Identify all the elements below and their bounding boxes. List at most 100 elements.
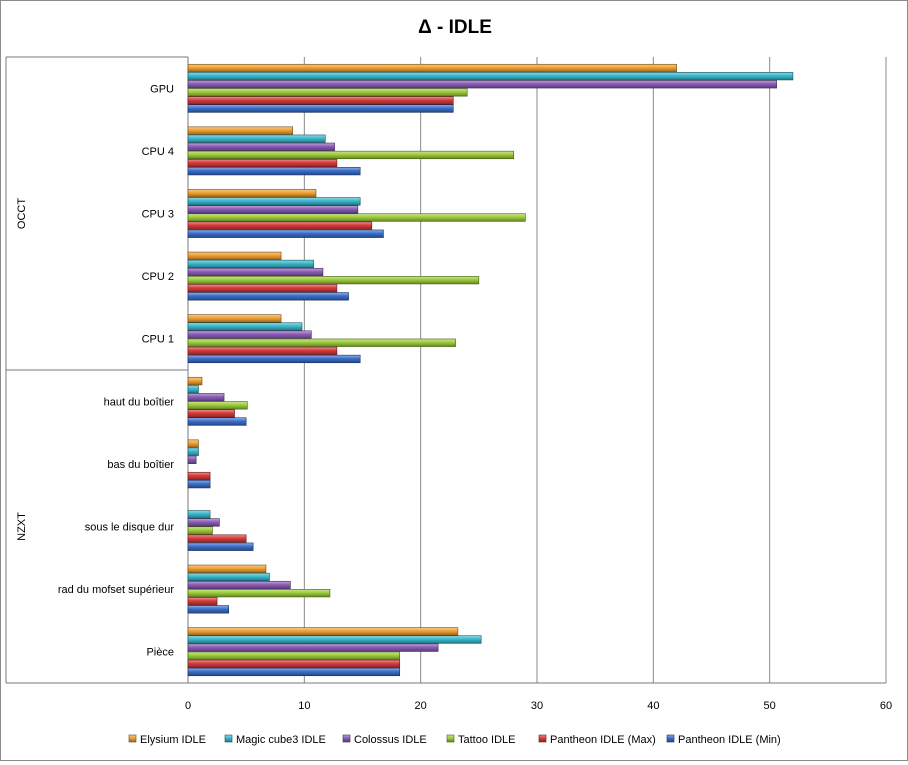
bar bbox=[187, 409, 235, 418]
bar bbox=[187, 167, 361, 176]
bar bbox=[187, 401, 248, 410]
legend-swatch bbox=[342, 734, 351, 743]
bar bbox=[187, 526, 213, 535]
bar bbox=[187, 417, 247, 426]
category-label: CPU 1 bbox=[142, 334, 174, 346]
category-label: haut du boîtier bbox=[104, 396, 175, 408]
bar bbox=[187, 510, 211, 519]
x-tick-label: 60 bbox=[880, 700, 892, 712]
x-tick-label: 40 bbox=[647, 700, 659, 712]
legend-label: Pantheon IDLE (Max) bbox=[550, 734, 656, 746]
bar bbox=[187, 292, 349, 301]
legend-swatch bbox=[224, 734, 233, 743]
bar bbox=[187, 267, 324, 277]
legend: Elysium IDLE Magic cube3 IDLE Colossus IDL… bbox=[128, 734, 781, 746]
category-label: Pièce bbox=[146, 647, 174, 659]
bar bbox=[187, 635, 482, 644]
bar bbox=[187, 142, 335, 151]
legend-item: Elysium IDLE bbox=[128, 734, 206, 746]
bar bbox=[187, 564, 267, 573]
bar bbox=[187, 80, 777, 89]
legend-label: Elysium IDLE bbox=[140, 734, 206, 746]
bar bbox=[187, 572, 270, 582]
bar bbox=[187, 651, 401, 660]
bar bbox=[187, 542, 254, 551]
bar bbox=[187, 126, 293, 135]
bar bbox=[187, 205, 359, 214]
bar bbox=[187, 354, 361, 364]
category-label: rad du mofset supérieur bbox=[58, 584, 175, 596]
bar bbox=[187, 643, 439, 652]
bar bbox=[187, 471, 211, 481]
bar bbox=[187, 213, 526, 222]
bar bbox=[187, 158, 338, 168]
bar bbox=[187, 580, 291, 590]
category-label: CPU 2 bbox=[142, 271, 174, 283]
bar bbox=[187, 150, 515, 160]
bar bbox=[187, 627, 459, 636]
bar bbox=[187, 597, 218, 606]
x-tick-label: 20 bbox=[415, 700, 427, 712]
bar bbox=[187, 314, 282, 323]
bar bbox=[187, 96, 454, 105]
bar bbox=[187, 393, 225, 402]
axis-labels: 0 10 20 30 40 50 60 OCCT GPU CPU 4 CPU 3 CPU 2 CPU 1… bbox=[16, 83, 892, 712]
bar bbox=[187, 189, 317, 198]
legend-swatch bbox=[538, 734, 547, 743]
bar bbox=[187, 72, 794, 81]
bar bbox=[187, 330, 312, 339]
bar bbox=[187, 385, 199, 394]
legend-label: Tattoo IDLE bbox=[458, 734, 515, 746]
legend-item: Pantheon IDLE (Min) bbox=[666, 734, 781, 746]
category-label: CPU 4 bbox=[142, 146, 174, 158]
x-tick-label: 50 bbox=[764, 700, 776, 712]
x-tick-label: 30 bbox=[531, 700, 543, 712]
legend-swatch bbox=[446, 734, 455, 743]
bar bbox=[187, 346, 338, 355]
bar bbox=[187, 229, 384, 238]
bar bbox=[187, 659, 401, 668]
legend-item: Magic cube3 IDLE bbox=[224, 734, 326, 746]
bars bbox=[187, 63, 794, 677]
bar bbox=[187, 534, 247, 543]
legend-item: Colossus IDLE bbox=[342, 734, 427, 746]
bar bbox=[187, 447, 199, 456]
bar bbox=[187, 251, 282, 260]
bar bbox=[187, 439, 199, 448]
category-label: sous le disque dur bbox=[85, 522, 175, 534]
group-label: OCCT bbox=[16, 198, 28, 229]
bar bbox=[187, 88, 468, 97]
bar bbox=[187, 518, 220, 527]
bar bbox=[187, 63, 677, 73]
legend-item: Tattoo IDLE bbox=[446, 734, 515, 746]
legend-item: Pantheon IDLE (Max) bbox=[538, 734, 656, 746]
category-label: CPU 3 bbox=[142, 209, 174, 221]
bar bbox=[187, 221, 373, 230]
legend-label: Magic cube3 IDLE bbox=[236, 734, 326, 746]
bar bbox=[187, 480, 211, 489]
legend-swatch bbox=[666, 734, 675, 743]
bar bbox=[187, 605, 230, 614]
bar bbox=[187, 259, 314, 269]
bar bbox=[187, 134, 326, 143]
bar bbox=[187, 104, 454, 113]
bar bbox=[187, 276, 480, 285]
chart-title: Δ - IDLE bbox=[418, 17, 492, 38]
bar bbox=[187, 589, 331, 598]
bar bbox=[187, 338, 456, 347]
x-tick-label: 10 bbox=[298, 700, 310, 712]
bar bbox=[187, 376, 203, 386]
bar bbox=[187, 284, 338, 293]
bar bbox=[187, 197, 361, 206]
bar bbox=[187, 667, 401, 677]
group-label: NZXT bbox=[16, 512, 28, 541]
legend-label: Colossus IDLE bbox=[354, 734, 427, 746]
legend-label: Pantheon IDLE (Min) bbox=[678, 734, 781, 746]
bar bbox=[187, 455, 197, 464]
category-label: bas du boîtier bbox=[107, 459, 174, 471]
x-tick-label: 0 bbox=[185, 700, 191, 712]
category-label: GPU bbox=[150, 83, 174, 95]
legend-swatch bbox=[128, 734, 137, 743]
